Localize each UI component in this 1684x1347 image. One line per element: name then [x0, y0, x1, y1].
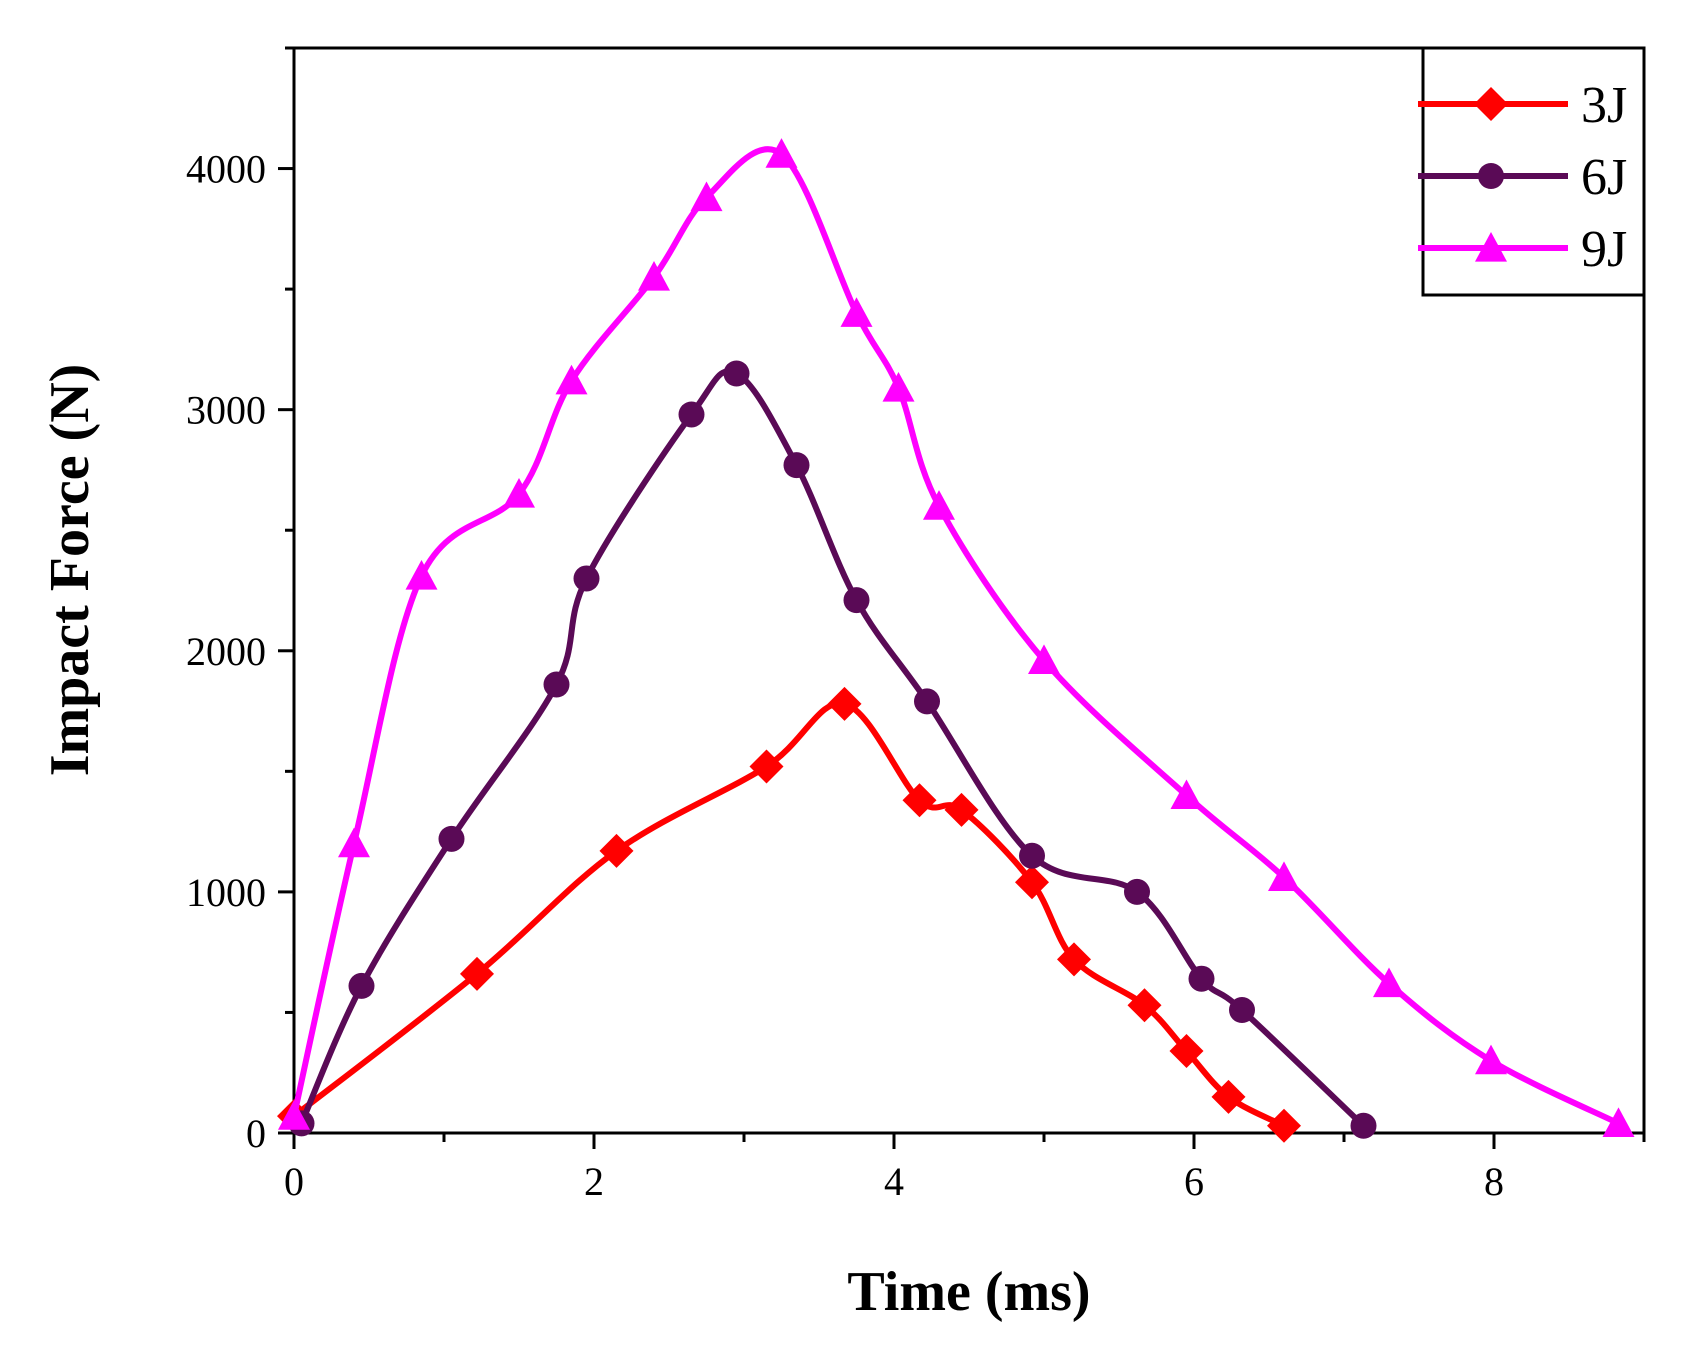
data-point-9J — [1028, 644, 1060, 675]
data-point-3J — [1211, 1079, 1246, 1114]
data-point-9J — [882, 371, 915, 402]
data-point-3J — [1057, 942, 1091, 977]
data-point-9J — [690, 181, 723, 212]
series-line-9J — [291, 146, 1622, 1127]
legend-label-9J: 9J — [1581, 221, 1627, 278]
legend-marker-6J — [1478, 163, 1504, 189]
x-tick-label: 8 — [1484, 1159, 1504, 1204]
series-line-3J — [291, 700, 1287, 1129]
y-tick-label: 4000 — [186, 147, 266, 192]
data-point-9J — [1602, 1107, 1635, 1137]
data-point-9J — [840, 297, 873, 327]
data-point-6J — [1350, 1112, 1377, 1139]
legend-label-3J: 3J — [1581, 77, 1627, 134]
data-point-6J — [1188, 965, 1215, 992]
data-point-3J — [944, 792, 979, 827]
data-point-6J — [843, 587, 870, 614]
data-point-9J — [1268, 861, 1300, 892]
series-6J — [288, 360, 1377, 1139]
data-point-6J — [573, 565, 600, 592]
data-point-6J — [543, 671, 570, 698]
data-point-6J — [1229, 997, 1255, 1024]
data-point-3J — [1267, 1108, 1301, 1143]
data-point-6J — [783, 452, 810, 479]
data-point-3J — [749, 749, 784, 784]
y-tick-label: 3000 — [186, 388, 266, 433]
data-point-9J — [923, 490, 955, 520]
data-point-6J — [1124, 878, 1150, 905]
legend: 3J 6J 9J — [1418, 46, 1646, 297]
data-point-6J — [678, 401, 705, 428]
data-point-9J — [765, 138, 798, 168]
y-tick-label: 1000 — [186, 870, 266, 915]
data-point-9J — [1475, 1044, 1507, 1075]
data-point-9J — [1170, 779, 1203, 810]
data-point-3J — [902, 783, 937, 818]
series-3J — [277, 686, 1301, 1143]
x-tick-label: 2 — [584, 1159, 604, 1204]
data-point-6J — [438, 825, 465, 852]
data-point-9J — [278, 1100, 310, 1130]
y-axis-title: Impact Force (N) — [39, 364, 101, 777]
data-point-6J — [348, 972, 375, 999]
x-tick-label: 0 — [284, 1159, 304, 1204]
y-tick-label: 0 — [246, 1111, 266, 1156]
data-point-3J — [460, 956, 494, 991]
legend-marker-9J — [1475, 232, 1507, 262]
y-tick-label: 2000 — [186, 629, 266, 674]
legend-box — [1421, 46, 1646, 297]
data-point-9J — [503, 478, 535, 508]
data-point-3J — [1127, 988, 1162, 1023]
x-tick-label: 4 — [884, 1159, 904, 1204]
legend-marker-3J — [1474, 87, 1508, 121]
data-point-3J — [1015, 865, 1049, 900]
x-axis-title: Time (ms) — [847, 1261, 1090, 1323]
data-point-9J — [338, 827, 370, 858]
data-point-6J — [914, 688, 940, 715]
data-point-9J — [555, 364, 588, 395]
data-point-3J — [599, 833, 634, 868]
data-point-6J — [723, 360, 750, 387]
data-point-3J — [1169, 1034, 1204, 1069]
series-line-6J — [298, 368, 1367, 1129]
series-9J — [278, 138, 1635, 1137]
data-point-6J — [1019, 842, 1045, 869]
plot-series — [277, 138, 1635, 1143]
legend-label-6J: 6J — [1581, 149, 1627, 206]
data-point-9J — [1373, 967, 1405, 998]
x-tick-label: 6 — [1184, 1159, 1204, 1204]
data-point-3J — [827, 686, 862, 721]
data-point-9J — [638, 261, 670, 291]
data-point-9J — [405, 560, 438, 590]
